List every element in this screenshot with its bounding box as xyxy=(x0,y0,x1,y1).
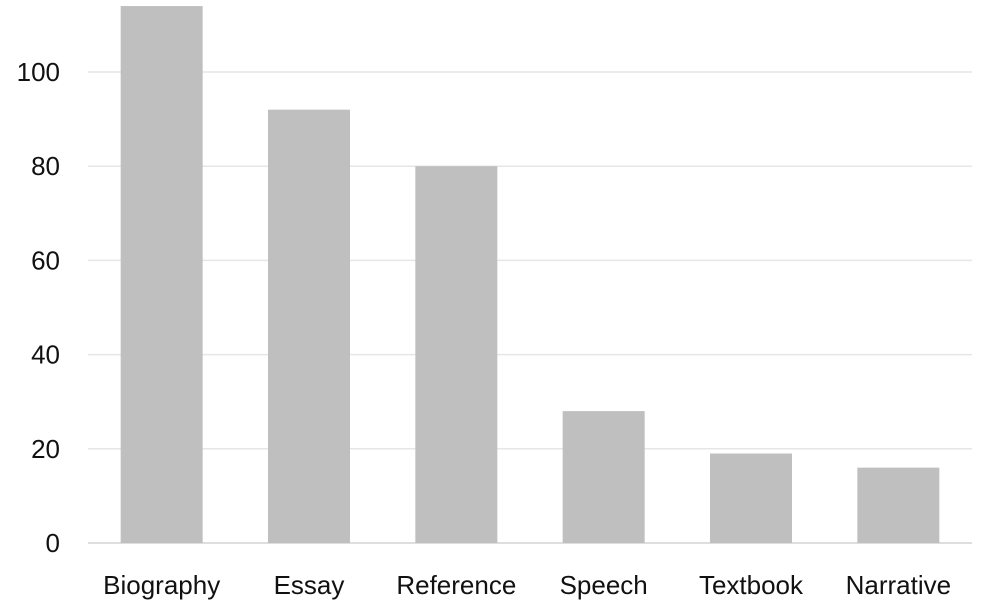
y-tick-label: 60 xyxy=(31,245,60,275)
bar-speech xyxy=(562,411,645,543)
y-axis-ticks: 0 20 40 60 80 100 xyxy=(17,57,60,558)
bar-essay xyxy=(268,109,350,544)
bars xyxy=(120,6,940,544)
x-axis-categories: Biography Essay Reference Speech Textbook Nar… xyxy=(103,570,951,600)
y-tick-label: 20 xyxy=(31,434,60,464)
bar-biography xyxy=(120,6,203,544)
x-category-label: Narrative xyxy=(846,570,951,600)
y-tick-label: 0 xyxy=(46,528,60,558)
y-tick-label: 100 xyxy=(17,57,60,87)
x-category-label: Speech xyxy=(560,570,648,600)
bar-reference xyxy=(415,166,498,543)
y-tick-label: 40 xyxy=(31,340,60,370)
x-category-label: Essay xyxy=(274,570,345,600)
x-category-label: Reference xyxy=(396,570,516,600)
bar-textbook xyxy=(710,453,792,543)
x-category-label: Biography xyxy=(103,570,220,600)
x-category-label: Textbook xyxy=(699,570,804,600)
y-tick-label: 80 xyxy=(31,151,60,181)
bar-narrative xyxy=(857,467,940,543)
gridlines xyxy=(88,71,972,544)
